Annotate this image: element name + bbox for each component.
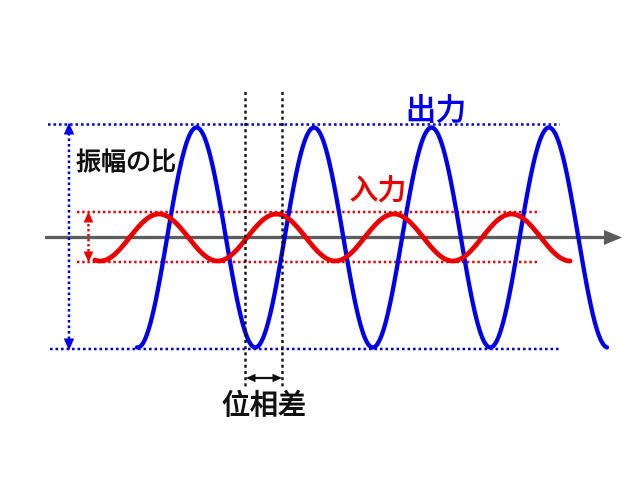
x-axis-arrowhead-icon — [604, 230, 622, 245]
arrow-left-icon — [245, 373, 256, 383]
output-wave — [134, 125, 610, 350]
phase-difference-label: 位相差 — [222, 389, 307, 420]
arrow-up-icon — [83, 211, 94, 223]
arrow-up-icon — [63, 122, 75, 135]
output-amplitude-arrow — [63, 122, 75, 351]
x-axis — [45, 230, 622, 245]
input-wave — [92, 211, 573, 264]
phase-difference-arrow — [245, 373, 283, 383]
arrow-right-icon — [272, 373, 283, 383]
arrow-down-icon — [63, 338, 75, 351]
output-label: 出力 — [406, 94, 466, 127]
amplitude-ratio-label: 振幅の比 — [76, 148, 177, 176]
arrow-down-icon — [83, 251, 94, 263]
input-amplitude-arrow — [83, 211, 94, 263]
input-label: 入力 — [350, 174, 407, 205]
